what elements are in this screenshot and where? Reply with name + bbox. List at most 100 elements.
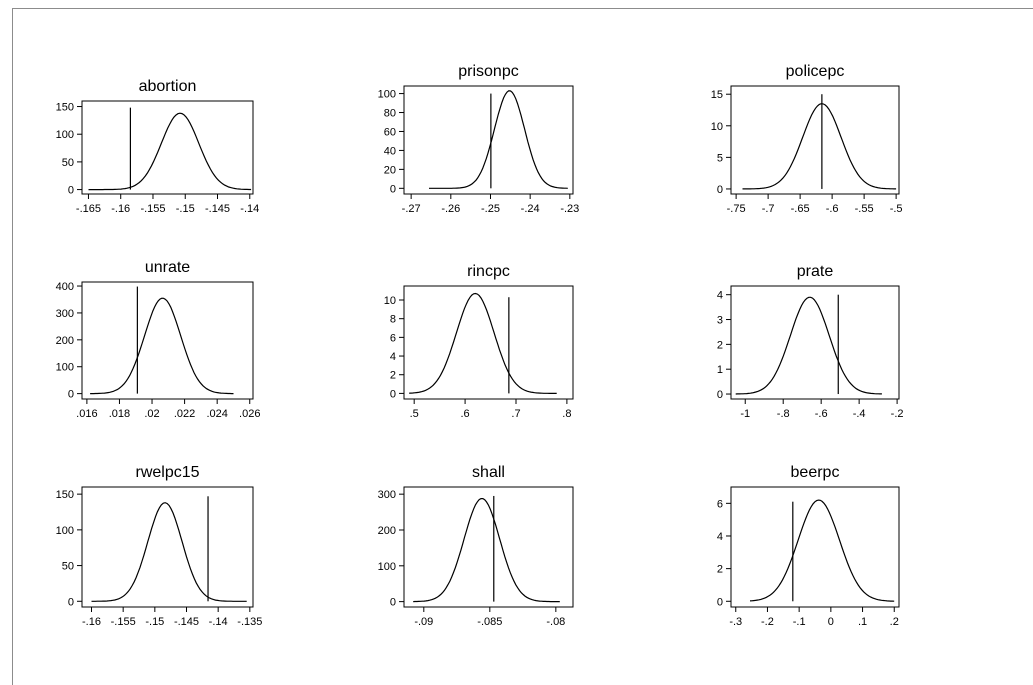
x-tick-label: .6: [460, 408, 469, 420]
density-curve: [742, 103, 897, 190]
x-tick-label: .7: [511, 408, 520, 420]
y-tick-label: 100: [378, 561, 396, 573]
y-tick-label: 6: [717, 498, 723, 510]
x-tick-label: -.1: [793, 616, 806, 628]
x-tick-label: -.25: [481, 203, 500, 215]
y-tick-label: 3: [717, 315, 723, 327]
x-tick-label: -.155: [111, 616, 136, 628]
density-curve: [413, 498, 560, 603]
density-curve: [735, 296, 882, 395]
x-tick-label: -.23: [560, 203, 579, 215]
y-tick-label: 6: [390, 332, 396, 344]
x-tick-label: -.2: [891, 408, 904, 420]
x-tick-label: -.3: [729, 616, 742, 628]
x-tick-label: .022: [174, 408, 195, 420]
y-tick-label: 50: [62, 157, 74, 169]
panel-abortion: abortion -.165 -.16 -.155 -.15 -.145 -.14 0 50 10…: [56, 78, 260, 215]
y-tick-label: 0: [68, 389, 74, 401]
y-tick-label: 200: [378, 525, 396, 537]
x-tick-label: -.75: [727, 203, 746, 215]
panel-title: rwelpc15: [135, 464, 199, 481]
y-tick-label: 4: [390, 351, 396, 363]
y-tick-label: 2: [717, 564, 723, 576]
y-tick-label: 5: [717, 152, 723, 164]
x-tick-label: -.145: [205, 203, 230, 215]
x-tick-label: -.65: [791, 203, 810, 215]
plot-area: [730, 285, 900, 400]
y-tick-label: 4: [717, 531, 723, 543]
y-tick-label: 100: [56, 362, 74, 374]
x-tick-label: -.6: [815, 408, 828, 420]
density-curve: [429, 90, 568, 189]
density-curve: [749, 499, 895, 602]
x-tick-label: .018: [109, 408, 130, 420]
x-tick-label: -.26: [441, 203, 460, 215]
plot-area: [81, 281, 254, 400]
y-tick-label: 100: [56, 525, 74, 537]
y-tick-label: 10: [711, 121, 723, 133]
x-tick-label: -.15: [145, 616, 164, 628]
x-tick-label: -.15: [176, 203, 195, 215]
y-tick-label: 0: [68, 185, 74, 197]
x-tick-label: -.4: [853, 408, 866, 420]
figure-frame: [12, 8, 1033, 685]
panel-rincpc: rincpc .5 .6 .7 .8 0 2 4 6 8 10: [384, 263, 574, 420]
plot-area: [403, 486, 574, 608]
y-tick-label: 80: [384, 108, 396, 120]
y-tick-label: 20: [384, 164, 396, 176]
density-curve: [88, 112, 252, 191]
x-tick-label: .016: [76, 408, 97, 420]
y-tick-label: 0: [390, 388, 396, 400]
x-tick-label: .02: [144, 408, 159, 420]
x-tick-label: -.165: [76, 203, 101, 215]
plot-area: [403, 85, 574, 195]
x-tick-label: -.145: [174, 616, 199, 628]
panel-title: prate: [797, 263, 834, 280]
panel-beerpc: beerpc -.3 -.2 -.1 0 .1 .2 0 2 4 6: [717, 464, 900, 628]
x-tick-label: .1: [858, 616, 867, 628]
y-tick-label: 60: [384, 126, 396, 138]
y-tick-label: 0: [717, 389, 723, 401]
x-tick-label: .024: [206, 408, 227, 420]
y-tick-label: 400: [56, 281, 74, 293]
y-tick-label: 4: [717, 290, 723, 302]
panel-unrate: unrate .016 .018 .02 .022 .024 .026 0 100 200 300 4…: [56, 259, 261, 420]
panel-title: beerpc: [791, 464, 840, 481]
plot-area: [81, 100, 254, 195]
y-tick-label: 2: [390, 370, 396, 382]
plot-area: [403, 285, 574, 400]
y-tick-label: 150: [56, 489, 74, 501]
y-tick-label: 300: [56, 308, 74, 320]
x-tick-label: -.14: [240, 203, 259, 215]
x-tick-label: -.55: [855, 203, 874, 215]
panel-title: prisonpc: [458, 63, 518, 80]
x-tick-label: .2: [890, 616, 899, 628]
x-tick-label: -.5: [890, 203, 903, 215]
y-tick-label: 0: [717, 596, 723, 608]
panel-prate: prate -1 -.8 -.6 -.4 -.2 0 1 2 3 4: [717, 263, 904, 420]
y-tick-label: 0: [717, 184, 723, 196]
x-tick-label: -.09: [414, 616, 433, 628]
plot-area: [730, 85, 900, 195]
panel-title: abortion: [139, 78, 197, 95]
panel-title: unrate: [145, 259, 190, 276]
y-tick-label: 10: [384, 295, 396, 307]
x-tick-label: -.16: [82, 616, 101, 628]
y-tick-label: 50: [62, 561, 74, 573]
y-tick-label: 15: [711, 89, 723, 101]
x-tick-label: -.24: [521, 203, 540, 215]
x-tick-label: -.085: [477, 616, 502, 628]
x-tick-label: -.16: [111, 203, 130, 215]
x-tick-label: -1: [740, 408, 750, 420]
x-tick-label: -.6: [826, 203, 839, 215]
x-tick-label: -.2: [761, 616, 774, 628]
plot-area: [730, 486, 900, 608]
x-tick-label: -.27: [402, 203, 421, 215]
panel-shall: shall -.09 -.085 -.08 0 100 200 300: [378, 464, 574, 628]
x-tick-label: -.135: [237, 616, 262, 628]
density-curve: [90, 297, 234, 395]
y-tick-label: 100: [56, 129, 74, 141]
x-tick-label: -.14: [209, 616, 228, 628]
panel-policepc: policepc -.75 -.7 -.65 -.6 -.55 -.5 0 5 10 15: [711, 63, 903, 215]
